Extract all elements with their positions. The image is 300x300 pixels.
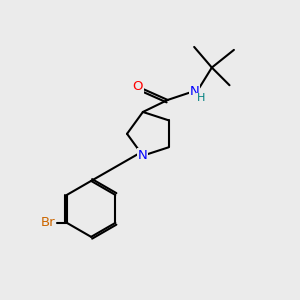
Text: Br: Br — [41, 216, 56, 230]
Text: N: N — [189, 85, 199, 98]
Text: N: N — [138, 149, 148, 162]
Text: H: H — [196, 94, 205, 103]
Text: O: O — [132, 80, 143, 93]
